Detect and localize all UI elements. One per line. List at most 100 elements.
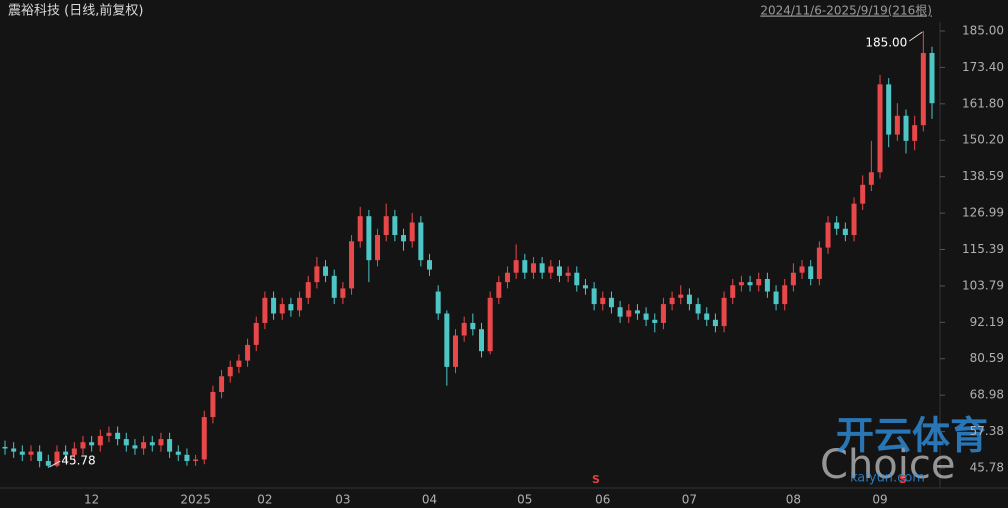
candle-body [539, 263, 545, 273]
candle-body [253, 322, 259, 345]
x-tick-label: 06 [595, 493, 610, 507]
candle-body [149, 442, 155, 446]
y-tick-label: 68.98 [970, 388, 1004, 402]
candle-body [219, 376, 225, 392]
candle-body [45, 461, 51, 466]
candle-body [868, 172, 874, 185]
candle-body [357, 216, 363, 242]
candle-body [912, 125, 918, 141]
y-tick-label: 57.38 [970, 424, 1004, 438]
candle-body [920, 52, 926, 126]
candle-body [288, 304, 294, 311]
candle-body [245, 344, 251, 361]
y-tick-label: 80.59 [970, 351, 1004, 365]
candle-body [894, 115, 900, 135]
candle-body [349, 241, 355, 289]
candle-body [444, 313, 450, 367]
candle-body [314, 266, 320, 283]
candle-body [236, 360, 242, 367]
candle-body [323, 266, 329, 276]
watermark-url: kaiyun.com [850, 471, 925, 486]
candle-body [11, 448, 17, 452]
candle-body [808, 266, 814, 279]
candle-body [167, 439, 173, 452]
candle-body [227, 366, 233, 377]
y-tick-label: 173.40 [962, 60, 1004, 74]
annotation-arrow [49, 460, 61, 468]
candle-body [461, 322, 467, 336]
candle-body [435, 291, 441, 314]
candle-body [331, 275, 337, 298]
y-tick-label: 161.80 [962, 96, 1004, 110]
candle-body [669, 297, 675, 305]
candle-body [929, 52, 935, 104]
candle-body [608, 297, 614, 308]
x-tick-label: 04 [422, 493, 437, 507]
y-tick-label: 115.39 [962, 242, 1004, 256]
x-tick-label: 07 [682, 493, 697, 507]
candle-body [582, 285, 588, 289]
candle-body [453, 335, 459, 367]
candle-body [782, 285, 788, 305]
candle-body [842, 228, 848, 236]
candle-body [28, 451, 34, 455]
candle-body [141, 442, 147, 449]
chart-title: 震裕科技 (日线,前复权) [8, 3, 143, 19]
candle-body [834, 222, 840, 229]
candle-body [366, 216, 372, 261]
candle-body [504, 272, 510, 283]
x-tick-label: 03 [335, 493, 350, 507]
candle-body [686, 294, 692, 305]
candle-body [626, 310, 632, 317]
x-tick-label: 08 [786, 493, 801, 507]
candle-body [297, 297, 303, 311]
candle-body [115, 432, 121, 440]
candle-body [678, 294, 684, 298]
candle-body [37, 451, 43, 462]
candle-body [89, 442, 95, 446]
candle-body [886, 84, 892, 135]
candle-body [184, 454, 190, 462]
candle-body [565, 272, 571, 276]
x-tick-label: 05 [517, 493, 532, 507]
x-tick-label: 12 [84, 493, 99, 507]
y-tick-label: 150.20 [962, 133, 1004, 147]
watermark-brand: 开云体育 [836, 414, 988, 458]
candle-body [375, 235, 381, 261]
x-tick-label: 2025 [180, 493, 211, 507]
candle-body [478, 329, 484, 352]
candle-body [279, 304, 285, 314]
candle-body [409, 222, 415, 242]
candle-body [764, 278, 770, 292]
candle-body [530, 263, 536, 273]
candle-body [19, 451, 25, 455]
candle-body [262, 297, 268, 323]
candle-body [548, 266, 554, 273]
candle-body [71, 448, 77, 455]
watermark-choice: Choice [820, 442, 955, 488]
annotation-label: 45.78 [61, 454, 95, 468]
candle-body [756, 278, 762, 286]
candle-body [860, 184, 866, 204]
sell-signal: S [592, 473, 600, 486]
y-tick-label: 92.19 [970, 315, 1004, 329]
candle-body [383, 216, 389, 236]
annotation-label: 185.00 [865, 36, 907, 50]
candle-body [513, 260, 519, 273]
candle-body [340, 288, 346, 298]
candle-body [158, 439, 164, 446]
date-range: 2024/11/6-2025/9/19(216根) [760, 4, 932, 18]
candle-body [634, 310, 640, 314]
candle-body [305, 282, 311, 298]
candle-body [401, 235, 407, 242]
candle-body [271, 297, 277, 314]
candle-body [427, 260, 433, 270]
candle-body [63, 451, 69, 455]
candle-body [790, 272, 796, 286]
candle-body [660, 304, 666, 323]
candle-body [591, 288, 597, 305]
candle-body [747, 282, 753, 286]
candle-body [487, 297, 493, 352]
